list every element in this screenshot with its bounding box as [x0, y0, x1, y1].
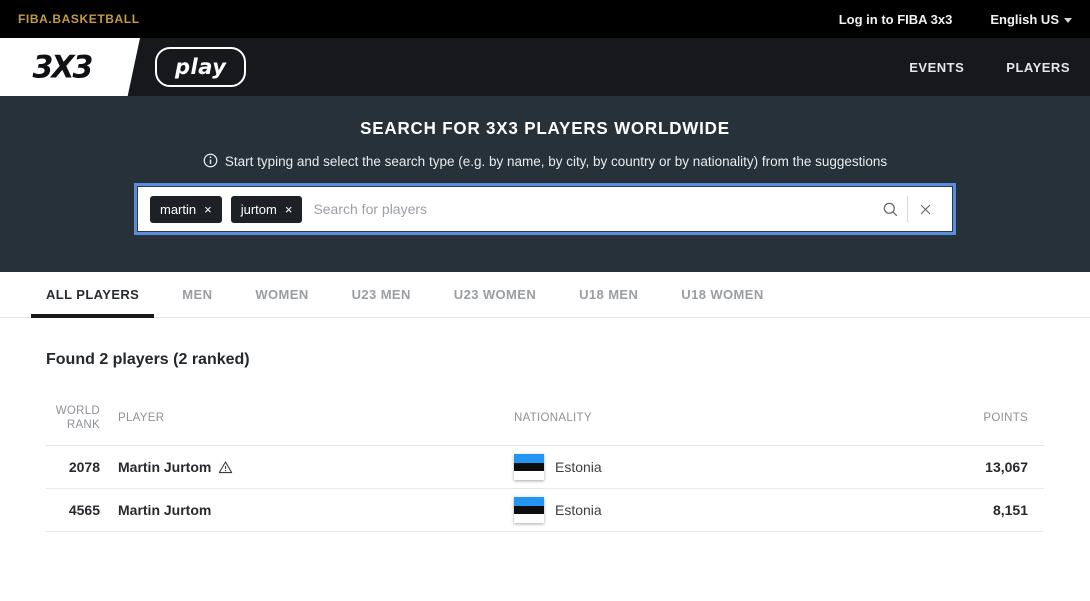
- play-logo-text: play: [175, 55, 227, 79]
- column-header-player: PLAYER: [118, 412, 165, 424]
- nav-item-players[interactable]: PLAYERS: [1006, 59, 1070, 75]
- remove-tag-icon[interactable]: ×: [284, 201, 293, 217]
- search-input[interactable]: [311, 201, 873, 217]
- remove-tag-icon[interactable]: ×: [204, 201, 212, 217]
- language-label: English US: [990, 11, 1059, 27]
- tab-men[interactable]: MEN: [182, 287, 213, 302]
- player-row[interactable]: 4565 Martin Jurtom Estonia 8,151: [46, 489, 1044, 532]
- points-value: 8,151: [992, 502, 1028, 518]
- column-header-points: POINTS: [983, 412, 1028, 424]
- nationality-label: Estonia: [555, 502, 602, 518]
- brand-zone: 3X3 play: [0, 38, 250, 96]
- tab-u18-men[interactable]: U18 MEN: [579, 287, 639, 302]
- search-tag: martin ×: [150, 195, 222, 223]
- fiba-3x3-logo[interactable]: 3X3: [0, 38, 138, 96]
- nationality-cell: Estonia: [514, 454, 884, 481]
- player-search-box[interactable]: martin × jurtom ×: [137, 186, 953, 232]
- players-table: WORLD RANK PLAYER NATIONALITY POINTS 207…: [46, 397, 1044, 532]
- search-hint-text: Start typing and select the search type …: [224, 154, 888, 169]
- player-name: Martin Jurtom: [100, 459, 514, 475]
- login-link[interactable]: Log in to FIBA 3x3: [838, 11, 953, 27]
- search-tag: jurtom ×: [230, 195, 303, 223]
- tab-u23-men[interactable]: U23 MEN: [351, 287, 411, 302]
- estonia-flag-icon: [514, 497, 544, 524]
- play-logo[interactable]: play: [155, 47, 247, 87]
- points-value: 13,067: [985, 459, 1028, 475]
- search-divider: [907, 196, 908, 222]
- category-tabs: ALL PLAYERS MEN WOMEN U23 MEN U23 WOMEN …: [0, 272, 1090, 318]
- results-summary: Found 2 players (2 ranked): [46, 351, 250, 368]
- world-rank-value: 2078: [68, 459, 100, 475]
- info-icon: [203, 153, 218, 173]
- nationality-label: Estonia: [555, 459, 602, 475]
- search-tags: martin × jurtom ×: [150, 195, 311, 223]
- search-hint: Start typing and select the search type …: [200, 152, 890, 173]
- nationality-cell: Estonia: [514, 497, 884, 524]
- column-header-nationality: NATIONALITY: [514, 412, 592, 424]
- column-header-world-rank: WORLD RANK: [55, 405, 100, 431]
- table-header-row: WORLD RANK PLAYER NATIONALITY POINTS: [46, 397, 1044, 446]
- nav-item-events[interactable]: EVENTS: [909, 59, 965, 75]
- tab-u18-women[interactable]: U18 WOMEN: [681, 287, 764, 302]
- warning-icon: [218, 460, 233, 475]
- tab-u23-women[interactable]: U23 WOMEN: [453, 287, 537, 302]
- search-submit-button[interactable]: [873, 192, 907, 226]
- main-header: 3X3 play EVENTS PLAYERS: [0, 38, 1090, 96]
- search-title: SEARCH FOR 3X3 PLAYERS WORLDWIDE: [360, 118, 730, 139]
- tab-all-players[interactable]: ALL PLAYERS: [31, 272, 155, 318]
- fiba-basketball-link[interactable]: FIBA.BASKETBALL: [18, 12, 140, 26]
- player-name: Martin Jurtom: [118, 502, 212, 518]
- search-icon: [883, 202, 897, 216]
- clear-search-button[interactable]: [908, 192, 942, 226]
- topbar-right: Log in to FIBA 3x3 English US: [839, 12, 1072, 27]
- search-actions: [873, 192, 942, 226]
- language-selector[interactable]: English US: [990, 12, 1072, 27]
- tab-women[interactable]: WOMEN: [255, 287, 309, 302]
- close-icon: [920, 204, 930, 214]
- chevron-down-icon: [1064, 17, 1072, 23]
- estonia-flag-icon: [514, 454, 544, 481]
- header-nav: EVENTS PLAYERS: [909, 60, 1090, 75]
- player-row[interactable]: 2078 Martin Jurtom Estonia 13,067: [46, 446, 1044, 489]
- world-rank-value: 4565: [68, 502, 100, 518]
- search-hero-section: SEARCH FOR 3X3 PLAYERS WORLDWIDE Start t…: [0, 96, 1090, 272]
- top-utility-bar: FIBA.BASKETBALL Log in to FIBA 3x3 Engli…: [0, 0, 1090, 38]
- logo-3x3-text: 3X3: [32, 48, 94, 86]
